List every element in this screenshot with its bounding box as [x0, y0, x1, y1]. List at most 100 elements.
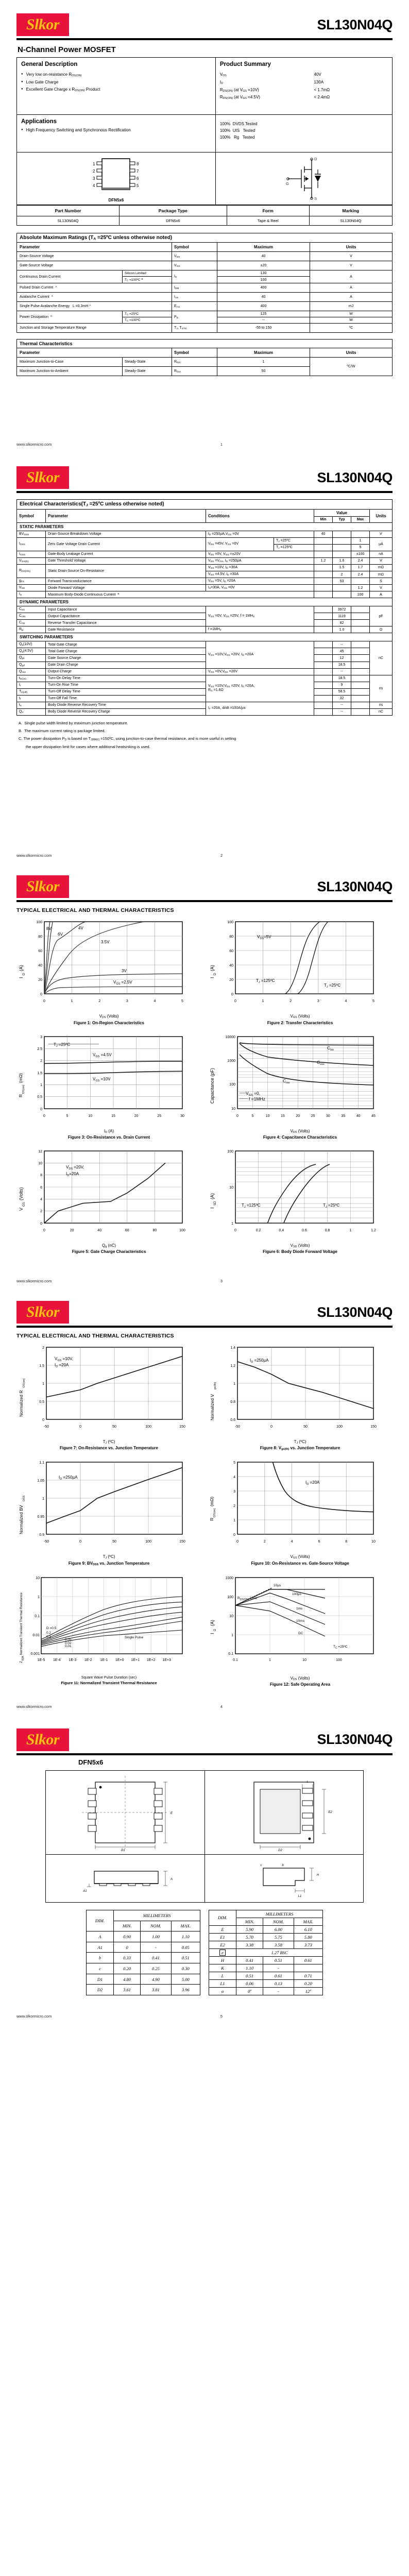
svg-text:-50: -50 [44, 1425, 49, 1429]
cell-units: W [310, 317, 393, 324]
cell-maximum: 40 [217, 251, 310, 262]
figure-grid-2: Normalized R DS(on) 2 1.5 1 0.5 0 -50 0 50 10… [16, 1342, 393, 1690]
col-dim: DIM. [86, 1909, 114, 1932]
cell-max [351, 708, 370, 716]
cell-typ: -- [332, 641, 351, 649]
table-row: D1 4.80 4.90 5.00 [86, 1973, 201, 1985]
table-row: A1 0 - 0.05 [86, 1941, 201, 1953]
svg-text:DSS: DSS [23, 1496, 26, 1502]
cell-maximum: -- [217, 317, 310, 324]
svg-text:45: 45 [371, 1114, 376, 1118]
cell-nom: 6.00 [263, 1925, 294, 1934]
cell-max: 1.10 [171, 1931, 201, 1942]
cell-min [314, 688, 333, 696]
cell-maximum: 130 [217, 270, 310, 277]
page-footer: www.slkormicro.com 2 [16, 853, 393, 858]
cell-dim: K [208, 1963, 237, 1972]
cell-condition: TC =100ºC [122, 317, 172, 324]
cell-units: ns [369, 701, 393, 709]
thermal-title: Thermal Characteristics [16, 339, 393, 349]
cell-symbol: VGS(th) [16, 557, 46, 565]
svg-text:0: 0 [43, 1229, 45, 1232]
table-row: Coss Output Capacitance 1119 [16, 613, 393, 620]
fig6-xlabel: VSD (Volts) [290, 1243, 310, 1248]
svg-text:R: R [209, 1518, 214, 1521]
drain-pin-label: D [314, 157, 317, 161]
svg-text:1E+2: 1E+2 [147, 1658, 156, 1662]
general-description-block: General Description Very low on-resistan… [17, 58, 216, 114]
cell-min [314, 584, 333, 592]
cell-conditions: VGS =10V,VDS =20V, ID =20A, RG =1.6Ω [206, 674, 314, 702]
svg-text:DC: DC [298, 1632, 303, 1635]
svg-text:15: 15 [111, 1114, 115, 1118]
table-row: H 0.41 0.51 0.61 [208, 1956, 323, 1964]
svg-text:0: 0 [234, 999, 236, 1003]
cell-part-number: SL130N04Q [16, 216, 120, 226]
part-number-title: SL130N04Q [317, 469, 393, 485]
cell-maximum: 1 [217, 357, 310, 367]
cell-nom: - [140, 1941, 172, 1953]
svg-text:10: 10 [229, 1186, 233, 1190]
part-number-title: SL130N04Q [317, 16, 393, 32]
svg-text:1.05: 1.05 [37, 1479, 44, 1483]
svg-text:L: L [307, 1781, 309, 1784]
cell-min: 0.33 [113, 1952, 141, 1964]
cell-parameter: Junction and Storage Temperature Range [16, 323, 172, 333]
svg-text:1: 1 [233, 1519, 235, 1522]
cell-max: 0.05 [171, 1941, 201, 1953]
section-header-row: DYNAMIC PARAMETERS [16, 598, 393, 607]
header-rule [16, 1753, 393, 1755]
svg-text:(A): (A) [210, 965, 215, 971]
cell-typ: 18.5 [332, 661, 351, 669]
page-header: Slkor SL130N04Q [16, 875, 393, 899]
page-header: Slkor SL130N04Q [16, 1301, 393, 1324]
cell-typ: 2 [332, 571, 351, 579]
header-rule [16, 900, 393, 903]
cell-parameter: Total Gate Charge [45, 641, 206, 649]
svg-text:GS: GS [23, 1202, 26, 1207]
svg-text:0.01: 0.01 [32, 1634, 40, 1637]
cell-symbol: tf [16, 694, 46, 702]
svg-text:60: 60 [229, 950, 233, 953]
cell-symbol: trr [16, 701, 46, 709]
cell-min [314, 654, 333, 662]
feature-item: Very low on-resistance RDS(ON) [21, 71, 211, 79]
part-number-title: SL130N04Q [317, 1732, 393, 1748]
cell-min: 0º [236, 1987, 264, 1995]
col-max: MAX. [171, 1920, 201, 1932]
svg-text:3: 3 [40, 1036, 42, 1039]
svg-text:(A): (A) [19, 965, 24, 971]
table-header-row: DIM. MILLIMETERS [208, 1909, 323, 1926]
cell-max [351, 530, 370, 538]
cell-nom: 0.41 [140, 1952, 172, 1964]
fig8-plot: Normalized V gs(th) 1.4 1.2 1 0.8 0.6 -50 0 5… [210, 1346, 377, 1429]
cell-min [314, 613, 333, 620]
cell-typ: -- [332, 708, 351, 716]
cell-units: mJ [310, 301, 393, 312]
summary-key: RDS(ON) (at VGS =10V) [219, 87, 259, 93]
col-units: Units [310, 348, 393, 358]
cell-min [314, 681, 333, 689]
col-nom: NOM. [263, 1917, 294, 1926]
cell-maximum: 400 [217, 301, 310, 312]
table-row: tf Turn-Off Fall Time 32 [16, 694, 393, 702]
logo-text: Slkor [26, 469, 60, 486]
cell-subcondition: TJ =125ºC [274, 544, 314, 551]
svg-text:3V: 3V [122, 969, 127, 973]
table-row: VSD Diode Forward Voltage IS=30A, VGS =0… [16, 584, 393, 592]
svg-text:Normalized V: Normalized V [210, 1394, 215, 1420]
figure-11: Z θJA Normalized Transient Thermal Resis… [16, 1572, 201, 1690]
table-row: RDS(ON) Static Drain-Source On-Resistanc… [16, 564, 393, 579]
cell-max [351, 619, 370, 627]
cell-min: 0.90 [113, 1931, 141, 1942]
cell-dim: E2 [208, 1940, 237, 1949]
feature-item: Low Gate Charge [21, 79, 211, 86]
cell-units: mΩ [369, 564, 393, 572]
svg-text:VGS =4.5V: VGS =4.5V [93, 1053, 112, 1058]
cell-min [314, 564, 333, 572]
cell-min [314, 571, 333, 579]
svg-text:5: 5 [372, 999, 374, 1003]
cell-min [314, 648, 333, 655]
cell-dim: E1 [208, 1933, 237, 1941]
cell-parameter: Power Dissipation C [16, 311, 123, 324]
